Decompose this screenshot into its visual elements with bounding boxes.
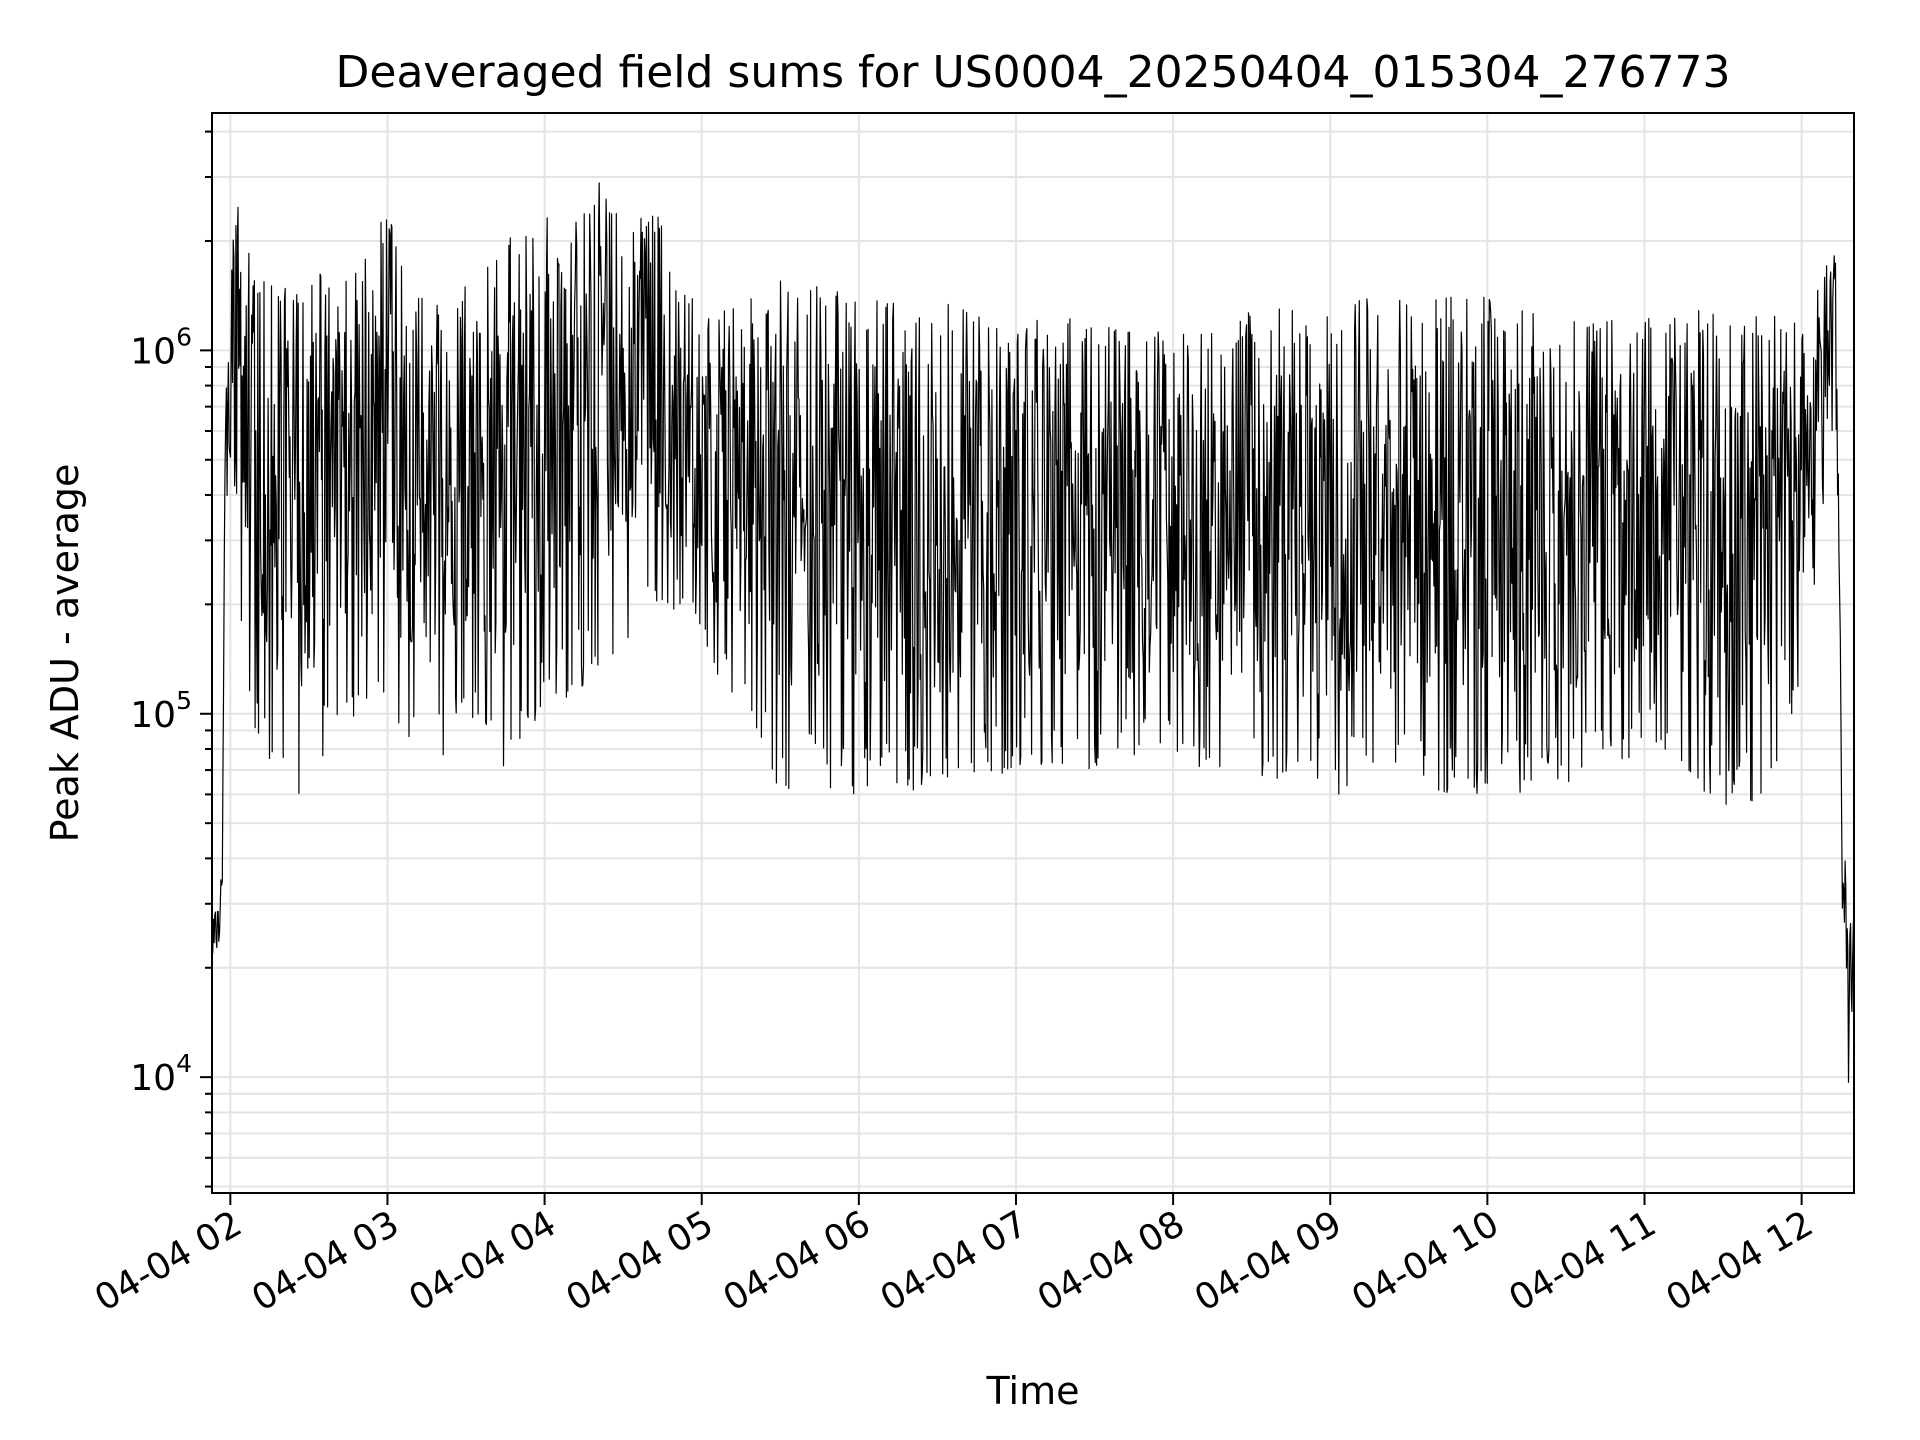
chart-title: Deaveraged field sums for US0004_2025040…	[336, 47, 1731, 98]
y-axis-label: Peak ADU - average	[43, 464, 87, 843]
series-line	[211, 182, 1855, 1083]
grid-lines	[212, 113, 1854, 1193]
y-tick-label: 104	[130, 1049, 192, 1099]
y-tick-label: 105	[130, 686, 192, 736]
x-axis-label: Time	[986, 1369, 1080, 1413]
plot-area-frame	[211, 112, 1855, 1194]
y-tick-label: 106	[130, 322, 192, 372]
data-layer	[211, 182, 1855, 1083]
y-axis: 104 105 106	[130, 130, 212, 1188]
